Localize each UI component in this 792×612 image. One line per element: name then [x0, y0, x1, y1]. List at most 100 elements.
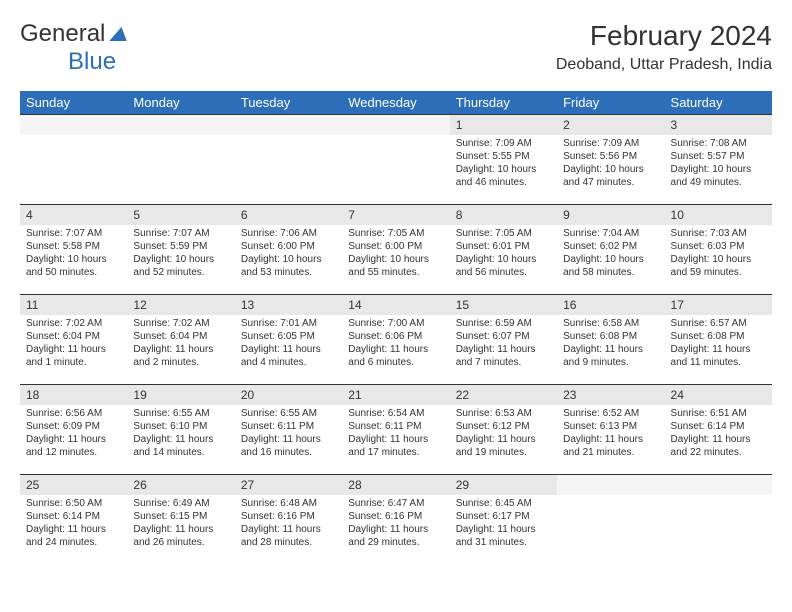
- day-number: 23: [557, 384, 664, 405]
- day-number: 10: [665, 204, 772, 225]
- day-number: 3: [665, 114, 772, 135]
- location: Deoband, Uttar Pradesh, India: [556, 56, 772, 74]
- day-content: Sunrise: 7:07 AMSunset: 5:58 PMDaylight:…: [20, 225, 127, 281]
- calendar-table: Sunday Monday Tuesday Wednesday Thursday…: [20, 91, 772, 564]
- day-number: 2: [557, 114, 664, 135]
- day-content: Sunrise: 6:54 AMSunset: 6:11 PMDaylight:…: [342, 405, 449, 461]
- day-content: Sunrise: 7:04 AMSunset: 6:02 PMDaylight:…: [557, 225, 664, 281]
- day-content: Sunrise: 6:52 AMSunset: 6:13 PMDaylight:…: [557, 405, 664, 461]
- day-cell-28: 28Sunrise: 6:47 AMSunset: 6:16 PMDayligh…: [342, 474, 449, 564]
- day-number: 15: [450, 294, 557, 315]
- day-content: Sunrise: 7:05 AMSunset: 6:01 PMDaylight:…: [450, 225, 557, 281]
- empty-cell: [20, 114, 127, 204]
- weekday-friday: Friday: [557, 91, 664, 114]
- day-cell-9: 9Sunrise: 7:04 AMSunset: 6:02 PMDaylight…: [557, 204, 664, 294]
- weekday-sunday: Sunday: [20, 91, 127, 114]
- day-cell-13: 13Sunrise: 7:01 AMSunset: 6:05 PMDayligh…: [235, 294, 342, 384]
- day-content: Sunrise: 6:55 AMSunset: 6:10 PMDaylight:…: [127, 405, 234, 461]
- day-number: 12: [127, 294, 234, 315]
- day-number: 4: [20, 204, 127, 225]
- day-number: 22: [450, 384, 557, 405]
- day-number: 20: [235, 384, 342, 405]
- day-content: Sunrise: 7:07 AMSunset: 5:59 PMDaylight:…: [127, 225, 234, 281]
- day-number: 13: [235, 294, 342, 315]
- day-cell-5: 5Sunrise: 7:07 AMSunset: 5:59 PMDaylight…: [127, 204, 234, 294]
- calendar-row: 18Sunrise: 6:56 AMSunset: 6:09 PMDayligh…: [20, 384, 772, 474]
- day-cell-18: 18Sunrise: 6:56 AMSunset: 6:09 PMDayligh…: [20, 384, 127, 474]
- day-content: Sunrise: 6:59 AMSunset: 6:07 PMDaylight:…: [450, 315, 557, 371]
- day-cell-24: 24Sunrise: 6:51 AMSunset: 6:14 PMDayligh…: [665, 384, 772, 474]
- day-content: Sunrise: 7:02 AMSunset: 6:04 PMDaylight:…: [127, 315, 234, 371]
- calendar-row: 11Sunrise: 7:02 AMSunset: 6:04 PMDayligh…: [20, 294, 772, 384]
- day-content: Sunrise: 7:00 AMSunset: 6:06 PMDaylight:…: [342, 315, 449, 371]
- day-number: 29: [450, 474, 557, 495]
- day-content: Sunrise: 6:47 AMSunset: 6:16 PMDaylight:…: [342, 495, 449, 551]
- day-cell-1: 1Sunrise: 7:09 AMSunset: 5:55 PMDaylight…: [450, 114, 557, 204]
- weekday-saturday: Saturday: [665, 91, 772, 114]
- day-cell-14: 14Sunrise: 7:00 AMSunset: 6:06 PMDayligh…: [342, 294, 449, 384]
- logo: GeneralBlue: [20, 20, 127, 76]
- day-content: Sunrise: 6:57 AMSunset: 6:08 PMDaylight:…: [665, 315, 772, 371]
- day-content: Sunrise: 6:48 AMSunset: 6:16 PMDaylight:…: [235, 495, 342, 551]
- day-cell-27: 27Sunrise: 6:48 AMSunset: 6:16 PMDayligh…: [235, 474, 342, 564]
- day-number: 25: [20, 474, 127, 495]
- day-number: 26: [127, 474, 234, 495]
- day-cell-2: 2Sunrise: 7:09 AMSunset: 5:56 PMDaylight…: [557, 114, 664, 204]
- day-content: Sunrise: 7:06 AMSunset: 6:00 PMDaylight:…: [235, 225, 342, 281]
- day-cell-25: 25Sunrise: 6:50 AMSunset: 6:14 PMDayligh…: [20, 474, 127, 564]
- day-number: 17: [665, 294, 772, 315]
- day-number: 1: [450, 114, 557, 135]
- day-cell-12: 12Sunrise: 7:02 AMSunset: 6:04 PMDayligh…: [127, 294, 234, 384]
- day-cell-4: 4Sunrise: 7:07 AMSunset: 5:58 PMDaylight…: [20, 204, 127, 294]
- empty-cell: [235, 114, 342, 204]
- title-block: February 2024 Deoband, Uttar Pradesh, In…: [556, 20, 772, 74]
- weekday-wednesday: Wednesday: [342, 91, 449, 114]
- calendar-page: GeneralBlue February 2024 Deoband, Uttar…: [0, 0, 792, 584]
- day-number: 8: [450, 204, 557, 225]
- day-cell-22: 22Sunrise: 6:53 AMSunset: 6:12 PMDayligh…: [450, 384, 557, 474]
- day-number: 24: [665, 384, 772, 405]
- day-cell-20: 20Sunrise: 6:55 AMSunset: 6:11 PMDayligh…: [235, 384, 342, 474]
- day-number: 21: [342, 384, 449, 405]
- day-number: 14: [342, 294, 449, 315]
- day-content: Sunrise: 6:51 AMSunset: 6:14 PMDaylight:…: [665, 405, 772, 461]
- day-cell-17: 17Sunrise: 6:57 AMSunset: 6:08 PMDayligh…: [665, 294, 772, 384]
- day-cell-26: 26Sunrise: 6:49 AMSunset: 6:15 PMDayligh…: [127, 474, 234, 564]
- day-number: 16: [557, 294, 664, 315]
- day-content: Sunrise: 6:58 AMSunset: 6:08 PMDaylight:…: [557, 315, 664, 371]
- day-number: 18: [20, 384, 127, 405]
- day-number: 9: [557, 204, 664, 225]
- empty-cell: [557, 474, 664, 564]
- day-number: 28: [342, 474, 449, 495]
- calendar-row: 25Sunrise: 6:50 AMSunset: 6:14 PMDayligh…: [20, 474, 772, 564]
- day-content: Sunrise: 6:55 AMSunset: 6:11 PMDaylight:…: [235, 405, 342, 461]
- day-number: 7: [342, 204, 449, 225]
- day-number: 5: [127, 204, 234, 225]
- day-cell-15: 15Sunrise: 6:59 AMSunset: 6:07 PMDayligh…: [450, 294, 557, 384]
- day-cell-7: 7Sunrise: 7:05 AMSunset: 6:00 PMDaylight…: [342, 204, 449, 294]
- weekday-header-row: Sunday Monday Tuesday Wednesday Thursday…: [20, 91, 772, 114]
- day-cell-23: 23Sunrise: 6:52 AMSunset: 6:13 PMDayligh…: [557, 384, 664, 474]
- day-content: Sunrise: 7:05 AMSunset: 6:00 PMDaylight:…: [342, 225, 449, 281]
- day-cell-3: 3Sunrise: 7:08 AMSunset: 5:57 PMDaylight…: [665, 114, 772, 204]
- day-cell-19: 19Sunrise: 6:55 AMSunset: 6:10 PMDayligh…: [127, 384, 234, 474]
- day-content: Sunrise: 7:03 AMSunset: 6:03 PMDaylight:…: [665, 225, 772, 281]
- day-cell-21: 21Sunrise: 6:54 AMSunset: 6:11 PMDayligh…: [342, 384, 449, 474]
- day-content: Sunrise: 7:09 AMSunset: 5:56 PMDaylight:…: [557, 135, 664, 191]
- day-content: Sunrise: 6:45 AMSunset: 6:17 PMDaylight:…: [450, 495, 557, 551]
- day-cell-16: 16Sunrise: 6:58 AMSunset: 6:08 PMDayligh…: [557, 294, 664, 384]
- day-content: Sunrise: 6:53 AMSunset: 6:12 PMDaylight:…: [450, 405, 557, 461]
- weekday-monday: Monday: [127, 91, 234, 114]
- day-number: 27: [235, 474, 342, 495]
- empty-cell: [665, 474, 772, 564]
- day-content: Sunrise: 7:02 AMSunset: 6:04 PMDaylight:…: [20, 315, 127, 371]
- day-cell-6: 6Sunrise: 7:06 AMSunset: 6:00 PMDaylight…: [235, 204, 342, 294]
- day-cell-29: 29Sunrise: 6:45 AMSunset: 6:17 PMDayligh…: [450, 474, 557, 564]
- day-cell-8: 8Sunrise: 7:05 AMSunset: 6:01 PMDaylight…: [450, 204, 557, 294]
- day-content: Sunrise: 6:49 AMSunset: 6:15 PMDaylight:…: [127, 495, 234, 551]
- header: GeneralBlue February 2024 Deoband, Uttar…: [20, 20, 772, 76]
- day-content: Sunrise: 7:01 AMSunset: 6:05 PMDaylight:…: [235, 315, 342, 371]
- month-title: February 2024: [556, 20, 772, 52]
- day-cell-11: 11Sunrise: 7:02 AMSunset: 6:04 PMDayligh…: [20, 294, 127, 384]
- day-content: Sunrise: 7:09 AMSunset: 5:55 PMDaylight:…: [450, 135, 557, 191]
